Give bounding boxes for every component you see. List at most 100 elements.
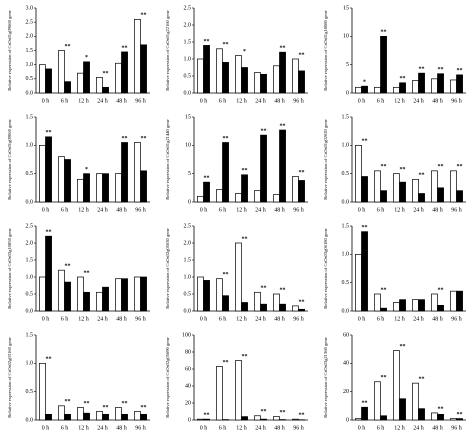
- bar: [361, 176, 368, 203]
- bar: [102, 286, 109, 312]
- significance-mark: **: [400, 344, 406, 350]
- bar: [292, 176, 299, 203]
- x-tick-label: 96 h: [135, 98, 146, 104]
- y-tick-label: 0.5: [342, 280, 350, 286]
- bar: [203, 181, 210, 203]
- x-tick-label: 0 h: [358, 207, 366, 213]
- bar: [121, 142, 128, 203]
- bar: [115, 407, 122, 421]
- bar: [374, 293, 381, 312]
- x-tick-label: 24 h: [97, 207, 108, 213]
- bar: [77, 178, 84, 203]
- bar: [115, 173, 122, 203]
- bar: [254, 415, 261, 421]
- bar: [431, 293, 438, 312]
- y-tick-label: 1.5: [184, 39, 192, 45]
- significance-mark: **: [280, 410, 286, 416]
- bar: [216, 189, 223, 203]
- bar: [361, 406, 368, 421]
- y-axis-label: Relative expression of CsOs01g21440 gene: [165, 119, 170, 199]
- bar: [45, 235, 52, 312]
- bar: [83, 173, 90, 203]
- y-tick-label: 2.0: [184, 240, 192, 246]
- significance-mark: **: [400, 76, 406, 82]
- y-tick-label: 0.0: [26, 308, 34, 314]
- significance-mark: *: [85, 55, 88, 61]
- bar: [355, 144, 362, 203]
- y-tick-label: 1.0: [26, 361, 34, 367]
- bar: [412, 299, 419, 312]
- x-tick-label: 0 h: [200, 98, 208, 104]
- significance-mark: **: [438, 67, 444, 73]
- significance-mark: **: [419, 67, 425, 73]
- x-tick-label: 24 h: [413, 207, 424, 213]
- bar: [121, 51, 128, 94]
- x-tick-label: 96 h: [451, 98, 462, 104]
- bar: [273, 416, 280, 421]
- bar: [450, 290, 457, 312]
- significance-mark: **: [103, 71, 109, 77]
- x-tick-label: 12 h: [236, 316, 247, 322]
- bar: [374, 381, 381, 421]
- y-tick-label: 0.0: [184, 90, 192, 96]
- x-tick-label: 48 h: [116, 425, 127, 431]
- bar: [241, 174, 248, 203]
- bar: [121, 278, 128, 312]
- y-tick-label: 0.0: [26, 199, 34, 205]
- bar: [58, 269, 65, 312]
- y-tick-label: 2.0: [26, 34, 34, 40]
- x-tick-label: 96 h: [293, 207, 304, 213]
- x-tick-label: 48 h: [432, 425, 443, 431]
- y-tick-label: 2.0: [184, 22, 192, 28]
- x-tick-label: 0 h: [200, 207, 208, 213]
- y-tick-label: 40: [185, 383, 191, 389]
- bar: [235, 193, 242, 203]
- y-tick-label: 0: [346, 90, 349, 96]
- x-tick-label: 6 h: [61, 316, 69, 322]
- significance-mark: **: [438, 406, 444, 412]
- significance-mark: **: [223, 42, 229, 48]
- y-tick-label: 3.0: [26, 5, 34, 11]
- bar: [58, 405, 65, 421]
- bar: [115, 278, 122, 312]
- y-axis-label: Relative expression of CsOs02g03160 gene: [7, 337, 12, 417]
- y-tick-label: 40: [343, 361, 349, 367]
- significance-mark: *: [85, 167, 88, 173]
- bar: [450, 418, 457, 421]
- significance-mark: **: [141, 136, 147, 142]
- significance-mark: **: [122, 401, 128, 407]
- x-tick-label: 6 h: [219, 98, 227, 104]
- x-tick-label: 24 h: [255, 425, 266, 431]
- bar: [260, 134, 267, 203]
- y-axis-label: Relative expression of CsOs03g06180 gene: [323, 228, 328, 308]
- y-axis-label: Relative expression of CsOs03g21360 gene: [323, 337, 328, 417]
- y-tick-label: 0: [188, 417, 191, 423]
- bar: [64, 159, 71, 203]
- y-tick-label: 1.5: [26, 332, 34, 338]
- significance-mark: **: [65, 264, 71, 270]
- significance-mark: **: [261, 286, 267, 292]
- bar: [393, 302, 400, 312]
- x-tick-label: 24 h: [255, 98, 266, 104]
- bar: [235, 360, 242, 421]
- x-tick-label: 0 h: [358, 98, 366, 104]
- significance-mark: **: [438, 287, 444, 293]
- bar: [45, 68, 52, 94]
- bar: [197, 195, 204, 203]
- x-tick-label: 6 h: [377, 207, 385, 213]
- bar: [412, 178, 419, 203]
- bar: [140, 44, 147, 94]
- bar: [115, 62, 122, 94]
- significance-mark: **: [299, 52, 305, 58]
- y-tick-label: 0: [346, 417, 349, 423]
- x-tick-label: 6 h: [61, 207, 69, 213]
- bar: [83, 291, 90, 312]
- x-tick-label: 0 h: [358, 316, 366, 322]
- bar: [355, 86, 362, 94]
- bar: [96, 173, 103, 203]
- significance-mark: **: [299, 170, 305, 176]
- x-tick-label: 6 h: [61, 425, 69, 431]
- x-tick-label: 12 h: [236, 425, 247, 431]
- bar: [361, 85, 368, 94]
- x-tick-label: 0 h: [42, 207, 50, 213]
